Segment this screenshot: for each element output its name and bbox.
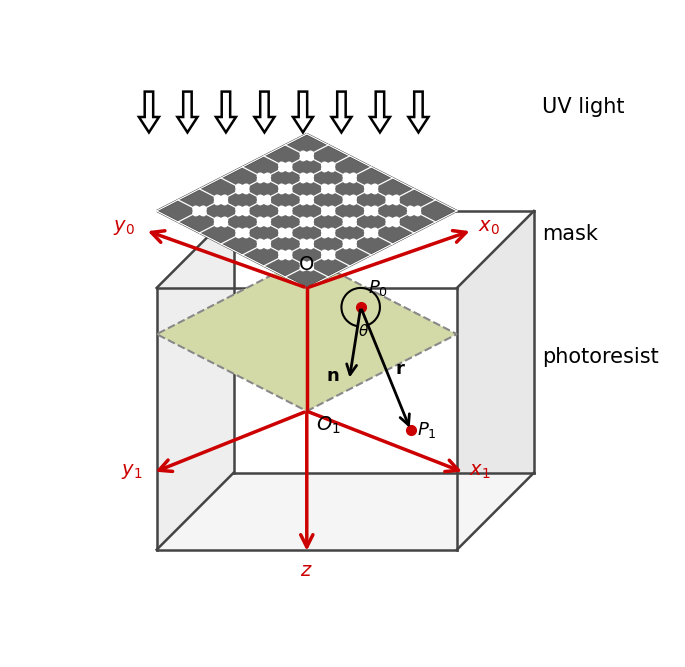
- Text: $O_1$: $O_1$: [316, 415, 340, 436]
- Text: $\theta$: $\theta$: [358, 323, 369, 339]
- Polygon shape: [216, 91, 236, 133]
- Text: $\mathbf{n}$: $\mathbf{n}$: [326, 368, 339, 386]
- Text: mask: mask: [542, 224, 597, 244]
- Polygon shape: [139, 91, 159, 133]
- Polygon shape: [157, 134, 457, 288]
- Text: $P_1$: $P_1$: [417, 420, 436, 440]
- Text: $y_0$: $y_0$: [113, 218, 135, 237]
- Polygon shape: [157, 257, 457, 411]
- Polygon shape: [370, 91, 390, 133]
- Polygon shape: [408, 91, 428, 133]
- Text: $z$: $z$: [301, 562, 313, 580]
- Text: $\mathbf{r}$: $\mathbf{r}$: [395, 360, 406, 378]
- Polygon shape: [293, 91, 313, 133]
- Polygon shape: [157, 211, 234, 550]
- Polygon shape: [254, 91, 275, 133]
- Text: O: O: [299, 255, 314, 274]
- Text: $x_1$: $x_1$: [469, 462, 490, 481]
- Text: UV light: UV light: [542, 97, 624, 117]
- Polygon shape: [457, 211, 534, 550]
- Polygon shape: [157, 473, 534, 550]
- Text: $P_0$: $P_0$: [369, 278, 388, 298]
- Text: $y_1$: $y_1$: [121, 462, 142, 481]
- Text: photoresist: photoresist: [542, 348, 658, 368]
- Polygon shape: [177, 91, 197, 133]
- Text: $x_0$: $x_0$: [479, 218, 500, 237]
- Polygon shape: [332, 91, 351, 133]
